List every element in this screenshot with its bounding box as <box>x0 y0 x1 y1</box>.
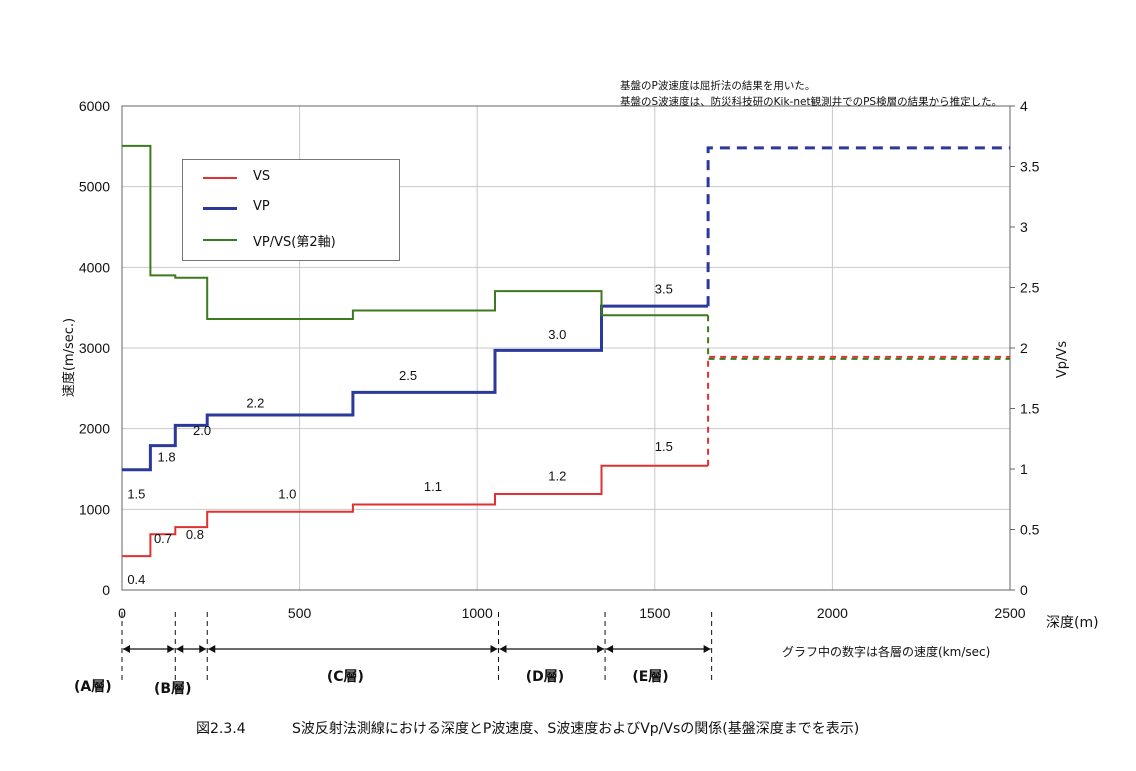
y2-tick-label: 3 <box>1020 219 1028 235</box>
y2-tick-label: 2 <box>1020 340 1028 356</box>
layer-markers <box>121 612 713 680</box>
series-line-vp-vs <box>707 315 1010 360</box>
data-label: 3.5 <box>655 282 673 297</box>
x-tick-label: 2500 <box>994 605 1025 621</box>
data-label: 2.5 <box>399 368 417 383</box>
legend-item-ratio: VP/VS(第2軸) <box>183 230 399 250</box>
plot-frame <box>121 105 1015 591</box>
plot-border <box>121 105 1011 591</box>
legend-label-vs: VS <box>253 169 271 184</box>
legend-label-vp: VP <box>253 199 270 214</box>
x-tick-label: 1000 <box>462 605 493 621</box>
layer-label: (D層) <box>525 669 565 685</box>
series-line-vs <box>122 464 709 558</box>
series-group <box>122 144 1010 558</box>
y-tick-label: 2000 <box>79 421 110 437</box>
legend-swatch-ratio <box>203 239 237 241</box>
y-tick-label: 5000 <box>79 179 110 195</box>
y2-tick-label: 1.5 <box>1020 401 1040 417</box>
y-tick-label: 3000 <box>79 340 110 356</box>
series-line-vs <box>707 355 1010 466</box>
layer-label: (C層) <box>326 669 364 685</box>
y2-tick-label: 0 <box>1020 582 1028 598</box>
note-p-wave: 基盤のP波速度は屈折法の結果を用いた。 <box>620 80 816 92</box>
layer-label: (A層) <box>74 679 112 695</box>
y2-tick-label: 2.5 <box>1020 280 1040 296</box>
data-label: 3.0 <box>548 327 566 342</box>
arrow-head-right <box>703 645 711 653</box>
data-label: 0.7 <box>154 531 172 546</box>
x-tick-label: 500 <box>288 605 312 621</box>
note-s-wave: 基盤のS波速度は、防災科技研のKik-net観測井でのPS検層の結果から推定した… <box>620 96 1003 108</box>
data-label: 1.1 <box>424 479 442 494</box>
data-labels: 0.4 0.7 0.8 1.0 1.1 1.2 1.5 1.5 1.8 2.0 2.2 2.5 3.0 3… <box>127 282 673 587</box>
data-label: 2.2 <box>246 395 264 410</box>
depth-note: グラフ中の数字は各層の速度(km/sec) <box>782 645 991 659</box>
tick-labels: 0 1000 2000 3000 4000 5000 6000 0 500 1000 1500 200… <box>79 98 1040 621</box>
series-line-vp <box>706 146 1010 307</box>
y2-tick-label: 1 <box>1020 461 1028 477</box>
y-axis-title: 速度(m/sec.) <box>62 317 78 398</box>
data-label: 0.4 <box>127 572 145 587</box>
data-label: 0.8 <box>186 527 204 542</box>
arrow-head-left <box>176 645 184 653</box>
arrow-head-right <box>490 645 498 653</box>
series-line-vp <box>122 304 709 472</box>
y2-tick-label: 0.5 <box>1020 522 1040 538</box>
arrow-head-left <box>208 645 216 653</box>
legend-item-vp: VP <box>183 198 399 218</box>
layer-label: (E層) <box>632 669 669 685</box>
data-label: 1.5 <box>127 486 145 501</box>
arrow-head-right <box>199 645 207 653</box>
legend-label-ratio: VP/VS(第2軸) <box>253 235 336 250</box>
arrow-head-left <box>606 645 614 653</box>
y-tick-label: 1000 <box>79 501 110 517</box>
data-label: 1.2 <box>548 469 566 484</box>
legend-swatch-vs <box>203 177 237 179</box>
y2-axis-title: Vp/Vs <box>1055 340 1071 379</box>
layer-label: (B層) <box>154 681 192 697</box>
figure-caption: S波反射法測線における深度とP波速度、S波速度およびVp/Vsの関係(基盤深度ま… <box>292 721 860 737</box>
y-tick-label: 0 <box>102 582 110 598</box>
arrow-head-right <box>167 645 175 653</box>
data-label: 1.5 <box>655 439 673 454</box>
x-tick-label: 2000 <box>817 605 848 621</box>
x-axis-title: 深度(m) <box>1046 615 1099 631</box>
legend-item-vs: VS <box>183 168 399 188</box>
x-tick-label: 1500 <box>639 605 670 621</box>
arrow-head-right <box>597 645 605 653</box>
data-label: 2.0 <box>193 423 211 438</box>
series-line-vp-vs <box>122 144 709 320</box>
y2-tick-label: 4 <box>1020 98 1028 114</box>
data-label: 1.0 <box>278 486 296 501</box>
data-label: 1.8 <box>158 449 176 464</box>
y-tick-label: 6000 <box>79 98 110 114</box>
legend: VS VP VP/VS(第2軸) <box>182 159 400 261</box>
figure-number: 図2.3.4 <box>196 721 246 737</box>
y-tick-label: 4000 <box>79 259 110 275</box>
arrow-head-left <box>499 645 507 653</box>
arrow-head-left <box>123 645 130 653</box>
legend-swatch-vp <box>203 207 237 210</box>
y2-tick-label: 3.5 <box>1020 159 1040 175</box>
